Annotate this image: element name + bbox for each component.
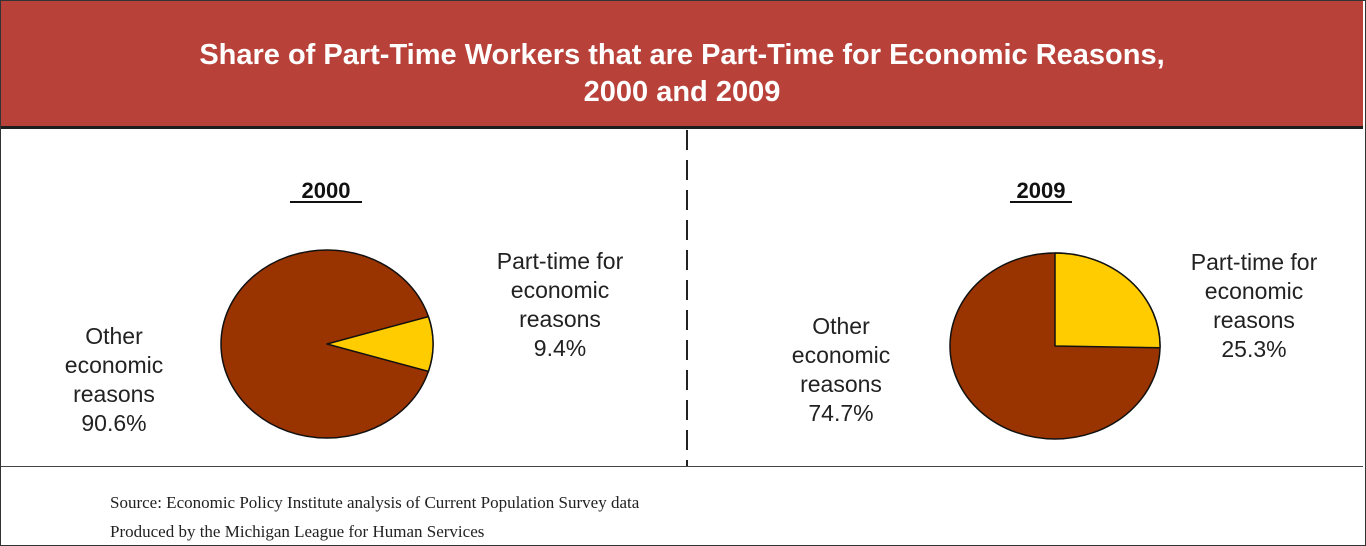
pie-label-economic-2000: Part-time for economic reasons 9.4% bbox=[497, 248, 624, 361]
chart-title: Share of Part-Time Workers that are Part… bbox=[1, 37, 1363, 111]
pie-slice-economic-2009 bbox=[1054, 252, 1161, 349]
produced-by-text: Produced by the Michigan League for Huma… bbox=[110, 522, 485, 541]
pie-label-economic-2009: Part-time for economic reasons 25.3% bbox=[1191, 249, 1318, 362]
pie-title-2009: 2009 bbox=[1017, 178, 1066, 203]
chart-title-line-1: Share of Part-Time Workers that are Part… bbox=[199, 39, 1165, 71]
chart-title-line-2: 2000 and 2009 bbox=[583, 76, 781, 108]
pie-slice-economic-2000 bbox=[326, 315, 434, 373]
title-banner: Share of Part-Time Workers that are Part… bbox=[1, 1, 1363, 129]
source-notes: Source: Economic Policy Institute analys… bbox=[110, 488, 639, 546]
pie-title-2000: 2000 bbox=[302, 178, 351, 203]
pie-label-other-2009: Other economic reasons 74.7% bbox=[792, 313, 890, 426]
source-text: Source: Economic Policy Institute analys… bbox=[110, 493, 640, 512]
pie-label-other-2000: Other economic reasons 90.6% bbox=[65, 323, 163, 436]
footer-divider bbox=[1, 466, 1363, 467]
